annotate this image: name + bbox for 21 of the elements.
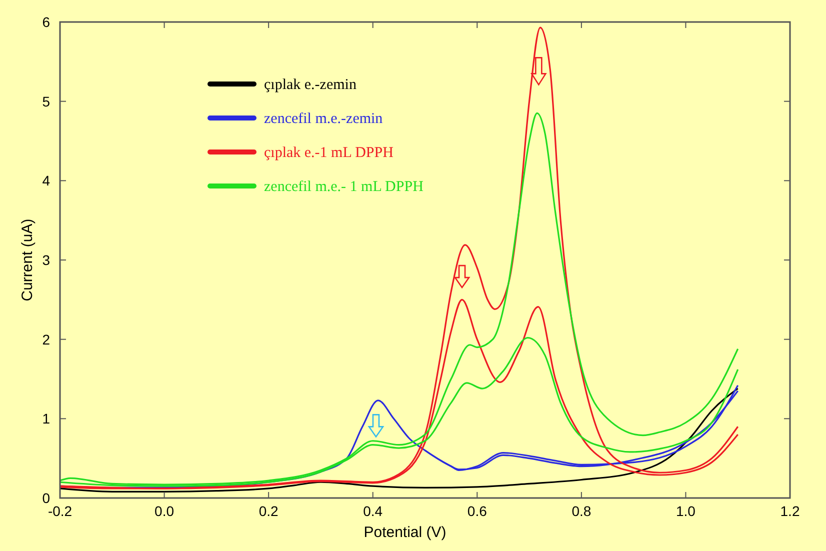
y-tick-label: 3 bbox=[42, 252, 50, 268]
x-tick-label: 1.2 bbox=[780, 503, 800, 519]
y-axis-title: Current (uA) bbox=[19, 218, 36, 302]
x-tick-label: 0.4 bbox=[363, 503, 383, 519]
legend-label: çıplak e.-zemin bbox=[264, 77, 357, 93]
legend-label: çıplak e.-1 mL DPPH bbox=[264, 145, 394, 161]
y-tick-label: 0 bbox=[42, 490, 50, 506]
x-tick-label: 0.0 bbox=[154, 503, 174, 519]
x-axis-title: Potential (V) bbox=[364, 524, 446, 541]
x-tick-label: 0.8 bbox=[572, 503, 592, 519]
x-tick-label: 0.2 bbox=[258, 503, 279, 519]
y-tick-label: 4 bbox=[42, 172, 50, 189]
x-tick-label: -0.2 bbox=[48, 503, 72, 519]
y-tick-label: 6 bbox=[42, 14, 50, 30]
x-tick-label: 0.6 bbox=[467, 503, 488, 519]
y-tick-label: 5 bbox=[42, 93, 50, 110]
y-tick-label: 1 bbox=[42, 410, 50, 427]
x-tick-label: 1.0 bbox=[676, 503, 696, 519]
legend-label: zencefil m.e.-zemin bbox=[264, 111, 384, 127]
y-tick-label: 2 bbox=[42, 331, 50, 348]
legend-label: zencefil m.e.- 1 mL DPPH bbox=[264, 179, 424, 195]
